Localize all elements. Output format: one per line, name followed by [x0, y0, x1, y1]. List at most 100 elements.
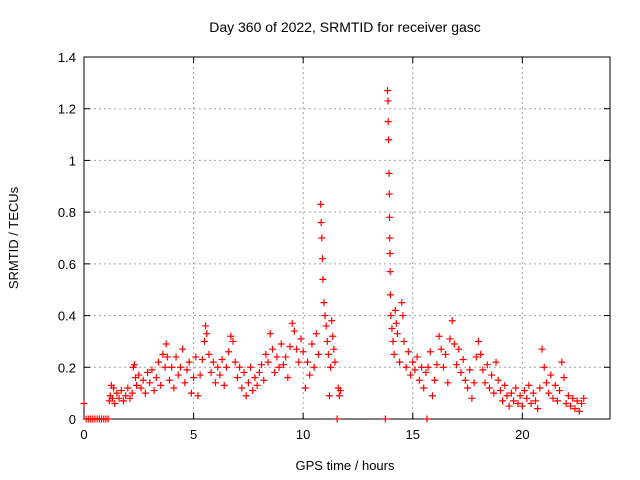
data-point [327, 363, 335, 371]
data-point [481, 379, 489, 387]
data-point [146, 379, 154, 387]
data-point [575, 407, 583, 415]
data-point [262, 350, 270, 358]
x-tick-label: 5 [190, 427, 197, 442]
data-point [110, 384, 118, 392]
data-point [428, 392, 436, 400]
data-point [236, 363, 244, 371]
data-point [275, 363, 283, 371]
data-point [165, 376, 173, 384]
data-point [333, 415, 341, 423]
y-axis-label: SRMTID / TECUs [6, 186, 21, 289]
data-point [133, 381, 141, 389]
data-point [510, 397, 518, 405]
data-point [418, 363, 426, 371]
data-point [317, 200, 325, 208]
data-point [499, 397, 507, 405]
data-point [227, 332, 235, 340]
data-point [233, 374, 241, 382]
data-point [318, 234, 326, 242]
data-point [115, 394, 123, 402]
data-point [470, 379, 478, 387]
x-tick-labels: 0 5 10 15 20 [80, 427, 529, 442]
data-point [176, 363, 184, 371]
data-point [521, 387, 529, 395]
data-point [104, 415, 112, 423]
data-point [328, 317, 336, 325]
data-point [531, 397, 539, 405]
data-point [386, 213, 394, 221]
data-point [113, 389, 121, 397]
data-point [523, 394, 531, 402]
x-tick-label: 20 [515, 427, 529, 442]
data-point [150, 387, 158, 395]
data-point [381, 415, 389, 423]
data-point [288, 319, 296, 327]
data-point [384, 87, 392, 95]
data-point [420, 384, 428, 392]
data-point [385, 190, 393, 198]
data-point [384, 118, 392, 126]
data-point [148, 366, 156, 374]
data-point [271, 368, 279, 376]
data-point [387, 312, 395, 320]
data-point [207, 368, 215, 376]
data-point [244, 379, 252, 387]
data-point [536, 384, 544, 392]
data-point [496, 387, 504, 395]
data-point [426, 348, 434, 356]
data-point [461, 376, 469, 384]
data-point [185, 358, 193, 366]
data-point [501, 381, 509, 389]
y-tick-label: 0.2 [58, 360, 76, 375]
data-point [573, 397, 581, 405]
data-point [229, 337, 237, 345]
data-point [277, 340, 285, 348]
data-point [325, 392, 333, 400]
data-point [475, 337, 482, 345]
data-point [562, 399, 570, 407]
data-point [159, 350, 167, 358]
data-point [385, 136, 393, 144]
data-point [516, 392, 524, 400]
data-point [192, 353, 200, 361]
data-point [529, 389, 537, 397]
data-point [329, 332, 337, 340]
data-point [251, 374, 259, 382]
data-point [490, 389, 498, 397]
x-tick-label: 0 [80, 427, 87, 442]
data-point [437, 345, 445, 353]
data-point [126, 394, 134, 402]
data-point [181, 379, 189, 387]
data-point [580, 394, 588, 402]
data-point [231, 358, 239, 366]
data-point [255, 368, 263, 376]
data-point [485, 384, 493, 392]
data-point [433, 361, 441, 369]
data-point [258, 361, 266, 369]
y-tick-label: 0.8 [58, 205, 76, 220]
data-point [163, 353, 171, 361]
data-point [161, 363, 169, 371]
data-point [400, 337, 408, 345]
data-point [558, 358, 566, 366]
data-point [551, 381, 559, 389]
data-point [290, 327, 298, 335]
data-point [301, 384, 309, 392]
data-point [556, 387, 564, 395]
data-point [492, 358, 500, 366]
data-point [538, 345, 546, 353]
data-point [242, 392, 250, 400]
data-point [391, 306, 399, 314]
data-point [407, 371, 415, 379]
data-point [196, 371, 204, 379]
data-point [122, 392, 130, 400]
data-point [187, 389, 195, 397]
data-point [266, 330, 274, 338]
data-point [273, 353, 281, 361]
data-point [404, 348, 412, 356]
data-point [479, 366, 487, 374]
data-point [542, 379, 550, 387]
data-point [336, 387, 344, 395]
data-point [216, 371, 224, 379]
